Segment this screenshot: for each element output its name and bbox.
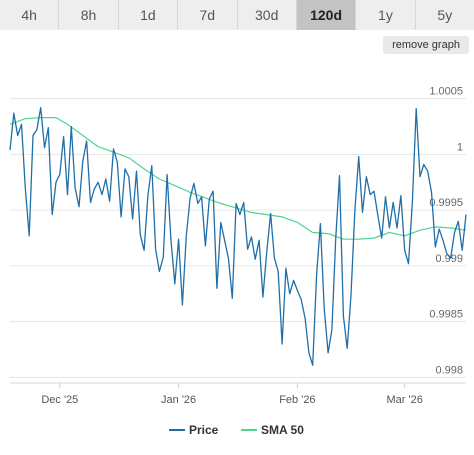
chart-legend[interactable]: Price SMA 50 <box>169 423 304 437</box>
x-tick-label: Mar '26 <box>387 394 423 406</box>
tab-30d[interactable]: 30d <box>237 0 297 30</box>
tab-1y[interactable]: 1y <box>356 0 416 30</box>
legend-item-price[interactable]: Price <box>189 423 219 437</box>
tab-1d[interactable]: 1d <box>118 0 179 30</box>
x-tick-label: Dec '25 <box>41 394 78 406</box>
legend-item-sma-50[interactable]: SMA 50 <box>261 423 304 437</box>
x-tick-label: Feb '26 <box>279 394 315 406</box>
tab-7d[interactable]: 7d <box>178 0 238 30</box>
y-tick-label: 0.9985 <box>429 309 463 321</box>
remove-graph-button[interactable]: remove graph <box>383 36 469 54</box>
chart-series <box>9 106 467 366</box>
tab-8h[interactable]: 8h <box>59 0 119 30</box>
range-tabs: 4h 8h 1d 7d 30d 120d 1y 5y <box>0 0 474 30</box>
series-line-price <box>9 106 467 366</box>
tab-4h[interactable]: 4h <box>0 0 60 30</box>
y-axis-labels: 0.998 0.9985 0.999 0.9995 1 1.0005 <box>429 86 463 377</box>
y-tick-label: 0.998 <box>435 364 463 376</box>
tab-120d[interactable]: 120d <box>296 0 357 30</box>
x-axis-labels: Dec '25 Jan '26 Feb '26 Mar '26 <box>41 383 423 406</box>
y-tick-label: 0.999 <box>435 253 463 265</box>
y-tick-label: 1.0005 <box>429 86 463 98</box>
y-tick-label: 1 <box>457 141 463 153</box>
chart-grid <box>10 98 466 384</box>
tab-5y[interactable]: 5y <box>415 0 474 30</box>
y-tick-label: 0.9995 <box>429 197 463 209</box>
x-tick-label: Jan '26 <box>161 394 196 406</box>
